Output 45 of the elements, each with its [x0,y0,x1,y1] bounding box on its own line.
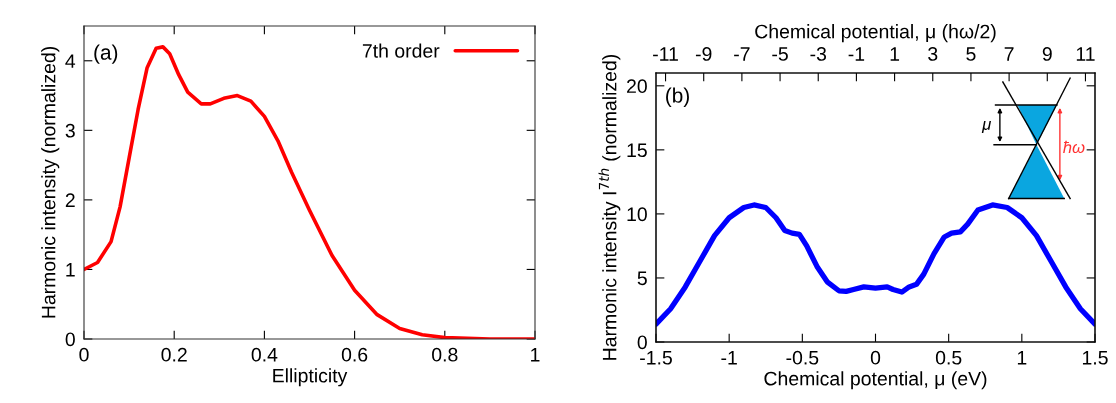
x2-tick-label: -1 [848,47,865,61]
x-tick-label: -1 [721,351,737,365]
x-tick-label: 0.6 [341,347,368,362]
x-tick-label: 0.8 [432,347,458,362]
annotation: μ [981,121,992,134]
x2-tick-label: -9 [695,47,712,61]
y-tick-label: 0 [637,335,647,350]
y-tick-label: 20 [627,79,647,94]
annotation: (a) [94,44,118,64]
y-tick-label: 5 [637,271,647,286]
x-tick-label: 1 [1017,351,1027,365]
y-tick-label: 1 [66,263,75,277]
x2-axis-title: Chemical potential, μ (hω/2) [755,24,996,43]
x2-tick-label: 11 [1076,47,1095,61]
x-tick-label: 0.2 [161,347,187,362]
y-tick-label: 2 [65,193,75,207]
x2-tick-label: -11 [653,47,678,61]
y-tick-label: 10 [627,207,647,222]
x-axis-title: Ellipticity [273,368,348,387]
x2-tick-label: -3 [810,47,827,61]
annotation: (b) [666,87,689,107]
y-axis-title: Harmonic intensity (normalized) [41,47,60,318]
annotation: ħω [1063,140,1085,154]
legend-label: 7th order [362,43,440,58]
x2-tick-label: 7 [1004,47,1014,61]
x2-tick-label: 3 [928,47,938,61]
x-tick-label: 0.4 [251,347,278,362]
x-tick-label: 0 [79,347,89,362]
y-tick-label: 3 [65,123,75,138]
y-tick-label: 15 [627,143,647,158]
x-tick-label: 0.5 [935,350,962,365]
x2-tick-label: -7 [734,47,750,61]
x2-tick-label: 9 [1042,47,1052,61]
x2-tick-label: 5 [966,47,976,61]
x-tick-label: 1 [531,348,540,362]
x-tick-label: -1.5 [640,351,672,365]
x-axis-title: Chemical potential, μ (eV) [764,371,987,390]
x-tick-label: 0 [870,350,881,365]
y-tick-label: 0 [65,332,75,347]
x-tick-label: 1.5 [1082,351,1108,365]
y-tick-label: 4 [65,54,76,68]
x2-tick-label: -5 [772,47,788,61]
x-tick-label: -0.5 [786,350,819,365]
y-axis-title: Harmonic intensity I$^{7th}$ (normalized) [598,54,621,360]
x2-tick-label: 1 [890,47,900,61]
